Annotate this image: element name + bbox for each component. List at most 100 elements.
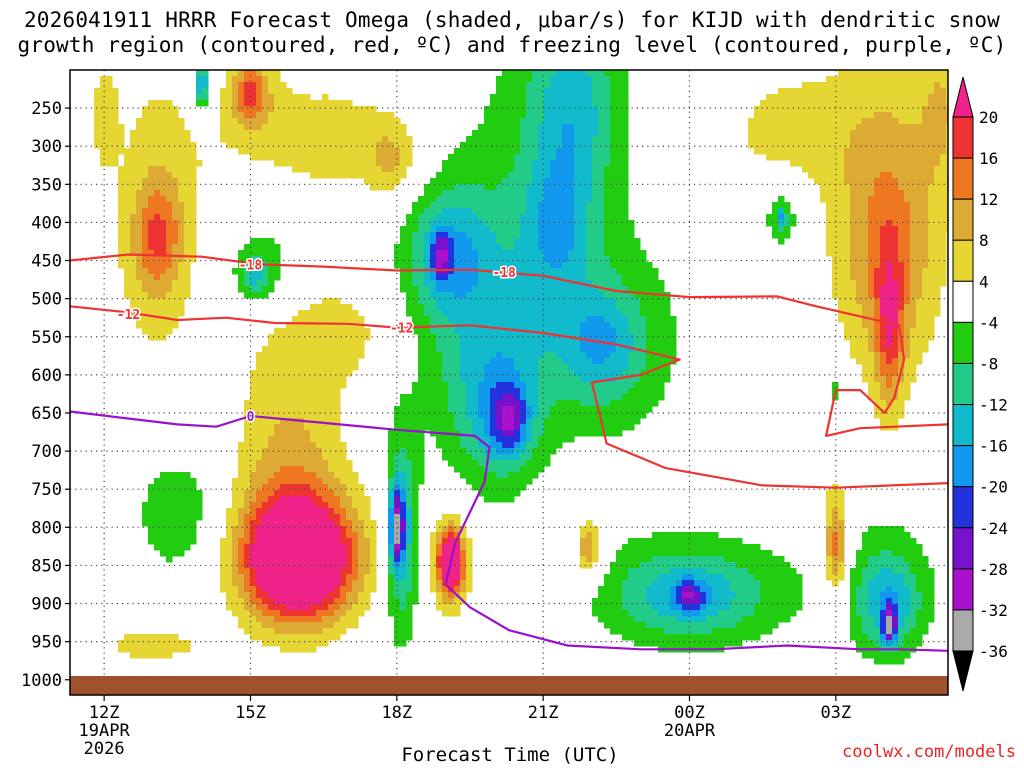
omega-cell [130,250,137,257]
omega-cell [262,106,269,113]
omega-cell [622,94,629,101]
omega-cell [358,574,365,581]
omega-cell [322,490,329,497]
omega-cell [610,406,617,413]
omega-cell [280,328,287,335]
omega-cell [130,634,137,641]
omega-cell [550,430,557,437]
omega-cell [340,574,347,581]
omega-cell [394,454,401,461]
omega-cell [262,118,269,125]
omega-cell [136,130,143,137]
omega-cell [442,280,449,287]
omega-cell [268,484,275,491]
omega-cell [256,616,263,623]
omega-cell [166,496,173,503]
omega-cell [334,574,341,581]
omega-cell [262,370,269,377]
omega-cell [622,394,629,401]
omega-cell [442,310,449,317]
omega-cell [406,472,413,479]
omega-cell [556,172,563,179]
omega-cell [340,586,347,593]
omega-cell [286,484,293,491]
omega-cell [478,256,485,263]
omega-cell [364,136,371,143]
omega-cell [352,502,359,509]
omega-cell [304,574,311,581]
omega-cell [394,568,401,575]
omega-cell [298,466,305,473]
omega-cell [388,184,395,191]
omega-cell [412,280,419,287]
omega-cell [436,382,443,389]
omega-cell [526,418,533,425]
omega-cell [496,490,503,497]
omega-cell [472,286,479,293]
omega-cell [370,118,377,125]
omega-cell [544,460,551,467]
omega-cell [610,346,617,353]
omega-cell [220,544,227,551]
omega-cell [478,400,485,407]
omega-cell [352,592,359,599]
omega-cell [454,568,461,575]
omega-cell [334,334,341,341]
omega-cell [334,436,341,443]
omega-cell [418,322,425,329]
omega-cell [544,196,551,203]
omega-cell [232,496,239,503]
omega-cell [460,532,467,539]
omega-cell [280,400,287,407]
omega-cell [538,154,545,161]
omega-cell [166,484,173,491]
omega-cell [484,292,491,299]
omega-cell [448,346,455,353]
omega-cell [322,574,329,581]
omega-cell [274,112,281,119]
omega-cell [610,262,617,269]
omega-cell [400,430,407,437]
omega-cell [340,532,347,539]
omega-cell [496,376,503,383]
omega-cell [364,574,371,581]
omega-cell [328,406,335,413]
omega-cell [466,148,473,155]
omega-cell [466,388,473,395]
omega-cell [622,70,629,77]
omega-cell [454,196,461,203]
omega-cell [172,322,179,329]
omega-cell [646,580,653,587]
omega-cell [238,526,245,533]
omega-cell [220,112,227,119]
omega-cell [484,208,491,215]
omega-cell [520,142,527,149]
omega-cell [490,382,497,389]
omega-cell [436,316,443,323]
omega-cell [526,160,533,167]
omega-cell [556,124,563,131]
omega-cell [562,358,569,365]
omega-cell [442,166,449,173]
omega-cell [598,130,605,137]
omega-cell [604,604,611,611]
omega-cell [328,556,335,563]
omega-cell [142,208,149,215]
omega-cell [496,226,503,233]
omega-cell [538,376,545,383]
omega-cell [316,310,323,317]
omega-cell [520,322,527,329]
omega-cell [244,484,251,491]
omega-cell [130,184,137,191]
omega-cell [400,424,407,431]
omega-cell [376,124,383,131]
omega-cell [496,382,503,389]
omega-cell [262,454,269,461]
omega-cell [424,370,431,377]
omega-cell [436,226,443,233]
omega-cell [268,424,275,431]
omega-cell [298,472,305,479]
omega-cell [604,418,611,425]
omega-cell [262,562,269,569]
omega-cell [550,262,557,269]
